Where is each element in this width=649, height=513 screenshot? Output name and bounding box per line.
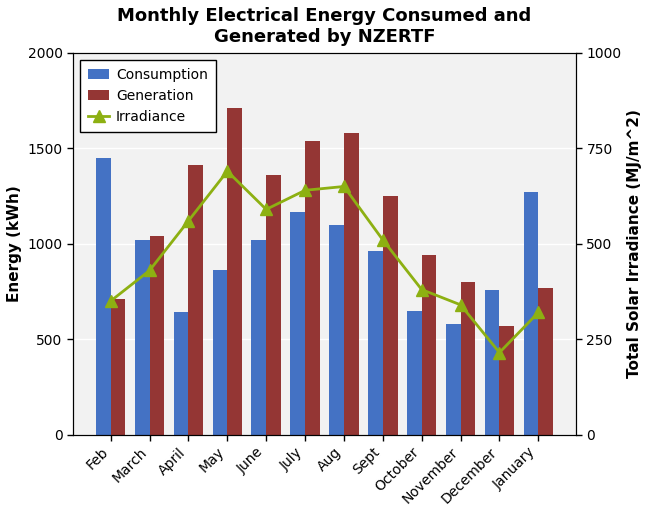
Irradiance xyxy=(379,237,387,243)
Bar xyxy=(407,310,422,435)
Bar xyxy=(135,240,149,435)
Bar xyxy=(149,236,164,435)
Irradiance xyxy=(301,187,309,193)
Bar xyxy=(111,299,125,435)
Bar xyxy=(329,225,344,435)
Bar xyxy=(212,270,227,435)
Bar xyxy=(383,196,398,435)
Bar xyxy=(96,158,111,435)
Irradiance xyxy=(145,267,153,273)
Y-axis label: Energy (kWh): Energy (kWh) xyxy=(7,185,22,302)
Bar xyxy=(344,133,359,435)
Bar xyxy=(188,166,203,435)
Bar xyxy=(227,108,242,435)
Y-axis label: Total Solar Irradiance (MJ/m^2): Total Solar Irradiance (MJ/m^2) xyxy=(627,109,642,378)
Irradiance xyxy=(223,168,231,174)
Bar xyxy=(251,240,266,435)
Irradiance xyxy=(107,298,115,304)
Irradiance xyxy=(457,302,465,308)
Irradiance xyxy=(184,218,192,224)
Bar xyxy=(461,282,475,435)
Bar xyxy=(266,175,281,435)
Irradiance xyxy=(534,309,542,315)
Bar xyxy=(446,324,461,435)
Title: Monthly Electrical Energy Consumed and
Generated by NZERTF: Monthly Electrical Energy Consumed and G… xyxy=(117,7,532,46)
Irradiance xyxy=(496,349,504,356)
Bar xyxy=(368,251,383,435)
Line: Irradiance: Irradiance xyxy=(105,166,544,358)
Bar xyxy=(500,326,514,435)
Bar xyxy=(305,141,320,435)
Bar xyxy=(290,212,305,435)
Irradiance xyxy=(340,184,348,190)
Bar xyxy=(422,255,437,435)
Legend: Consumption, Generation, Irradiance: Consumption, Generation, Irradiance xyxy=(80,60,216,132)
Bar xyxy=(174,312,188,435)
Bar xyxy=(485,289,500,435)
Irradiance xyxy=(262,206,270,212)
Bar xyxy=(524,192,538,435)
Irradiance xyxy=(418,286,426,292)
Bar xyxy=(538,288,553,435)
